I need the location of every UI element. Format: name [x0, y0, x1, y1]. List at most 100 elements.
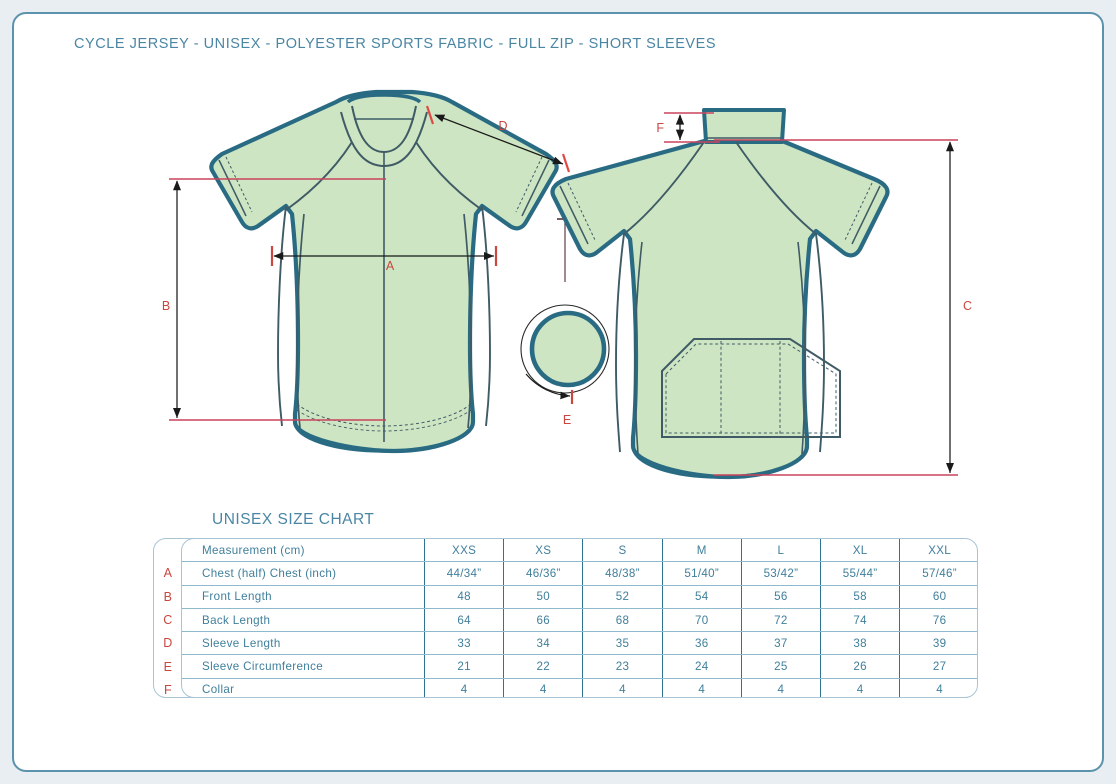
table-cell: 36: [662, 631, 742, 656]
table-cell: 76: [899, 608, 977, 633]
table-cell: 64: [424, 608, 505, 633]
table-cell: 4: [424, 678, 505, 697]
dimension-c-label: C: [963, 299, 972, 313]
dimension-d-sleeve-length: D: [425, 105, 571, 173]
back-hem: [631, 445, 809, 479]
dimension-d-arrow: [434, 114, 564, 165]
front-seam-left: [277, 205, 287, 427]
table-row: Front Length 48 50 52 54 56 58 60: [182, 585, 977, 609]
table-cell: 66: [503, 608, 584, 633]
back-collar: [702, 108, 786, 144]
back-sleeve-cuff-left: [559, 185, 589, 245]
page-title: CYCLE JERSEY - UNISEX - POLYESTER SPORTS…: [74, 36, 717, 52]
front-sleeve-cuff-right: [521, 159, 550, 217]
table-row: Back Length 64 66 68 70 72 74 76: [182, 608, 977, 633]
table-cell: 60: [899, 585, 977, 609]
dimension-a-chest: A: [270, 246, 498, 273]
dimension-e-label: E: [563, 413, 571, 427]
table-header-row: Measurement (cm) XXS XS S M L XL XXL: [182, 539, 977, 563]
column-header-size: XXS: [424, 539, 505, 563]
table-cell: 27: [899, 654, 977, 679]
table-cell: 37: [741, 631, 822, 656]
column-header-size: S: [582, 539, 663, 563]
row-measurement-label: Sleeve Length: [182, 631, 425, 656]
dimension-d-tick-start: [425, 105, 435, 125]
table-cell: 33: [424, 631, 505, 656]
back-raglan-right: [735, 141, 817, 235]
table-cell: 54: [662, 585, 742, 609]
dimension-letter-b: B: [163, 589, 173, 604]
dimension-a-label: A: [386, 259, 395, 273]
column-header-size: M: [662, 539, 742, 563]
table-cell: 50: [503, 585, 584, 609]
table-row: Chest (half) Chest (inch) 44/34” 46/36” 48/…: [182, 561, 977, 586]
table-cell: 74: [820, 608, 901, 633]
table-cell: 56: [741, 585, 822, 609]
table-cell: 34: [503, 631, 584, 656]
dimension-e-arrow: [525, 373, 571, 400]
table-cell: 4: [936, 683, 943, 697]
back-seam-left: [615, 233, 625, 453]
dimension-letter-c: C: [163, 613, 173, 628]
table-cell: 44/34”: [424, 561, 505, 586]
back-seam-right: [815, 233, 825, 453]
table-cell: 25: [741, 654, 822, 679]
table-cell: 55/44”: [820, 561, 901, 586]
back-sleeve-cuff-right-stitch: [844, 182, 873, 241]
dimension-b-front-length: B: [162, 178, 386, 421]
row-measurement-label: Chest (half) Chest (inch): [182, 561, 425, 586]
row-measurement-label: Back Length: [182, 608, 425, 633]
column-header-size: XL: [820, 539, 901, 563]
table-row: Sleeve Length 33 34 35 36 37 38 39: [182, 631, 977, 656]
back-pocket-dashed: [665, 343, 837, 434]
table-cell: 4: [741, 678, 822, 697]
table-cell: 4: [582, 678, 663, 697]
table-cell: 4: [503, 678, 584, 697]
row-measurement-label: Collar: [182, 678, 425, 697]
table-cell: 52: [582, 585, 663, 609]
dimension-letter-e: E: [163, 659, 173, 674]
table-cell: 51/40”: [662, 561, 742, 586]
column-header-measurement: Measurement (cm): [182, 539, 425, 563]
table-cell: 72: [741, 608, 822, 633]
front-seam-right: [481, 205, 491, 427]
dimension-f-label: F: [656, 121, 664, 135]
table-cell: 4: [662, 678, 742, 697]
back-panel-seam-left: [634, 241, 643, 455]
dimension-f-collar: F: [656, 112, 720, 143]
row-measurement-label: Sleeve Circumference: [182, 654, 425, 679]
back-body-shape: [550, 137, 890, 480]
column-header-size: L: [741, 539, 822, 563]
front-sleeve-cuff-left: [218, 159, 247, 217]
table-cell: 35: [582, 631, 663, 656]
dimension-d-tick-end: [561, 153, 571, 173]
back-sleeve-cuff-right: [851, 185, 881, 245]
sleeve-ring: [529, 310, 607, 388]
table-cell: 24: [662, 654, 742, 679]
back-raglan-left: [623, 141, 705, 235]
table-cell: 39: [899, 631, 977, 656]
front-sleeve-cuff-left-stitch: [225, 156, 253, 213]
table-cell: 53/42”: [741, 561, 822, 586]
dimension-letter-f: F: [163, 682, 173, 697]
front-hem: [293, 421, 475, 453]
table-row: Collar 4 4 4 4 4 4 4: [182, 678, 977, 697]
column-header-size: XXL: [899, 539, 977, 563]
size-chart-body: Measurement (cm) XXS XS S M L XL XXL Chest (half…: [182, 539, 977, 697]
table-cell: 22: [503, 654, 584, 679]
table-cell: 26: [820, 654, 901, 679]
table-cell: 21: [424, 654, 505, 679]
size-chart-panel: Measurement (cm) XXS XS S M L XL XXL Chest (half…: [181, 538, 978, 698]
table-cell: 46/36”: [503, 561, 584, 586]
size-chart-card: CYCLE JERSEY - UNISEX - POLYESTER SPORTS…: [12, 12, 1104, 772]
dimension-letter-a: A: [163, 566, 173, 581]
table-cell: 23: [582, 654, 663, 679]
size-chart-heading: UNISEX SIZE CHART: [212, 511, 375, 528]
front-sleeve-cuff-right-stitch: [515, 156, 543, 213]
sleeve-circumference-detail: E: [520, 218, 610, 427]
back-sleeve-cuff-left-stitch: [567, 182, 596, 241]
front-jersey-illustration: [209, 89, 559, 454]
table-cell: 57/46”: [899, 561, 977, 586]
table-row: Sleeve Circumference 21 22 23 24 25 26 27: [182, 654, 977, 679]
table-cell: 4: [820, 678, 901, 697]
